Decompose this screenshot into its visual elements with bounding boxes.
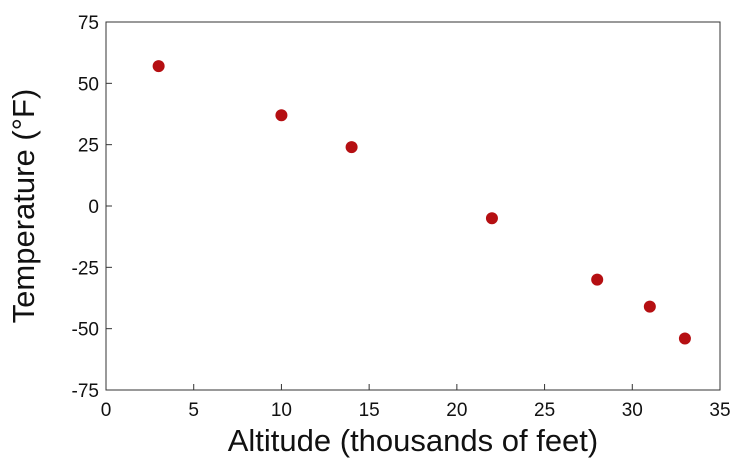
y-tick-label: 25 [78, 136, 99, 157]
data-points [152, 60, 691, 345]
y-axis-label: Temperature (°F) [6, 89, 41, 324]
data-point [485, 212, 498, 225]
x-tick-label: 0 [101, 400, 112, 421]
y-tick-label: 50 [78, 74, 99, 95]
x-tick-label: 30 [622, 400, 643, 421]
x-axis-label: Altitude (thousands of feet) [228, 423, 599, 458]
data-point [643, 300, 656, 313]
data-point [345, 141, 358, 154]
y-tick-label: -50 [72, 320, 99, 341]
y-tick-label: -25 [72, 258, 99, 279]
x-tick-label: 35 [709, 400, 730, 421]
x-tick-label: 20 [446, 400, 467, 421]
y-tick-label: 75 [78, 13, 99, 34]
data-point [591, 273, 604, 286]
y-tick-label: 0 [88, 197, 99, 218]
x-tick-label: 25 [534, 400, 555, 421]
data-point [275, 109, 288, 122]
x-tick-label: 15 [359, 400, 380, 421]
plot-frame [105, 21, 721, 391]
x-tick-label: 5 [188, 400, 199, 421]
x-tick-label: 10 [271, 400, 292, 421]
y-tick-label: -75 [72, 381, 99, 402]
data-point [678, 332, 691, 345]
data-point [152, 60, 165, 73]
y-axis-ticks: 75 50 25 0 -25 -50 -75 [72, 13, 112, 402]
x-axis-ticks: 0 5 10 15 20 25 30 35 [101, 384, 731, 421]
